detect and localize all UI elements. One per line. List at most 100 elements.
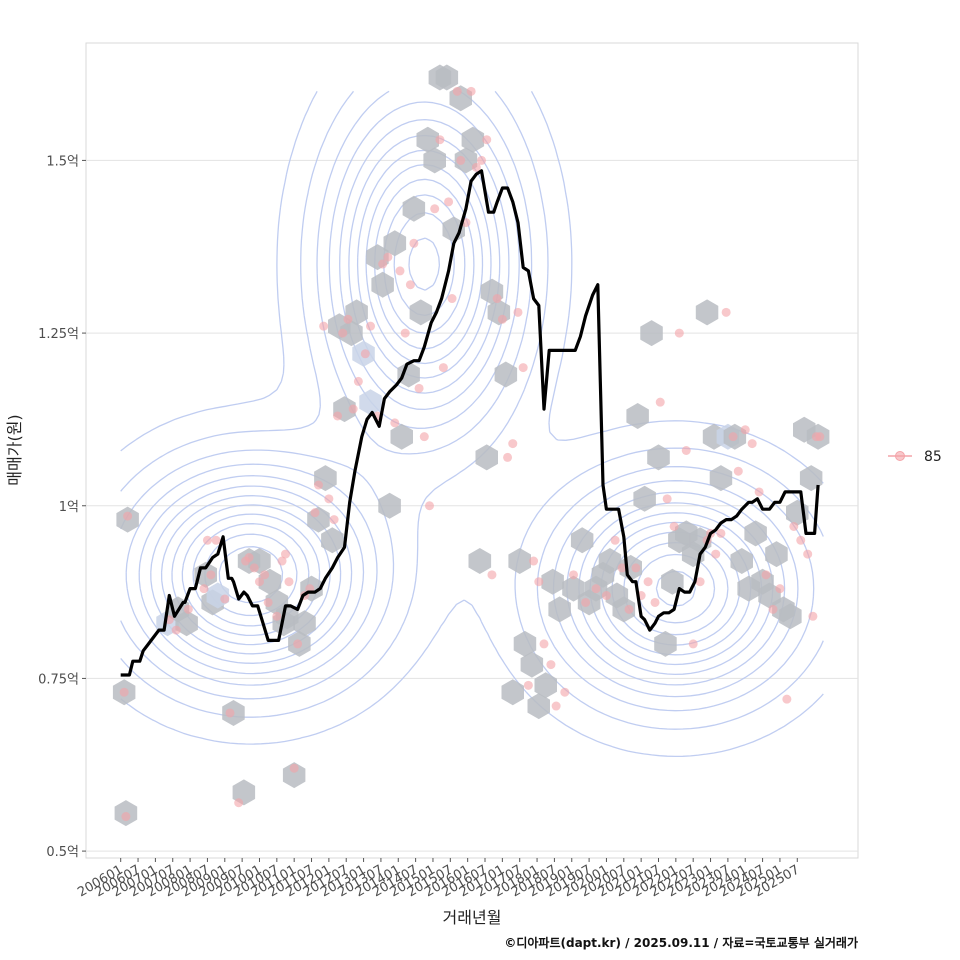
- data-point: [260, 570, 270, 580]
- hexbin: [390, 423, 413, 450]
- hexbin: [730, 548, 753, 574]
- y-axis-title: 매매가(원): [5, 414, 24, 485]
- data-point: [650, 597, 660, 607]
- trend-line: [120, 169, 820, 677]
- data-point: [249, 563, 259, 573]
- data-point: [211, 535, 221, 545]
- data-point: [353, 376, 363, 386]
- data-point: [740, 425, 750, 435]
- scatter-points: [119, 86, 825, 822]
- data-point: [424, 501, 434, 511]
- hexbin: [513, 630, 537, 657]
- data-point: [430, 204, 440, 214]
- data-point: [775, 584, 785, 594]
- hexbin: [520, 651, 544, 678]
- hexbin: [416, 126, 439, 153]
- caption: ©디아파트(dapt.kr) / 2025.09.11 / 자료=국토교통부 실…: [504, 935, 858, 950]
- data-point: [202, 535, 212, 545]
- data-point: [293, 639, 303, 649]
- data-point: [617, 563, 627, 573]
- data-point: [761, 570, 771, 580]
- data-point: [487, 570, 497, 580]
- data-point: [728, 432, 738, 442]
- data-point: [681, 446, 691, 455]
- data-point: [803, 549, 813, 559]
- data-point: [272, 611, 282, 621]
- data-point: [206, 570, 216, 580]
- hexbin: [282, 762, 306, 789]
- data-point: [366, 321, 376, 331]
- data-point: [529, 556, 539, 566]
- data-point: [313, 480, 323, 490]
- data-point: [655, 397, 665, 407]
- x-axis-title: 거래년월: [443, 908, 502, 927]
- y-axis: 0.5억 0.75억 1억 1.25억 1.5억: [38, 154, 86, 860]
- hexbin: [501, 679, 524, 706]
- data-point: [444, 197, 454, 207]
- hexbin: [468, 548, 492, 574]
- hexbin: [461, 126, 485, 153]
- hexbin: [779, 603, 802, 630]
- hexbin: [475, 444, 498, 471]
- data-point: [796, 535, 806, 545]
- data-point: [518, 363, 528, 373]
- data-point: [289, 763, 299, 773]
- data-point: [438, 363, 448, 373]
- hexbin: [409, 299, 433, 326]
- data-point: [539, 639, 549, 649]
- data-point: [482, 135, 492, 145]
- data-point: [591, 584, 601, 594]
- hexbin: [175, 610, 198, 637]
- hexbin: [799, 465, 823, 492]
- data-point: [815, 432, 825, 442]
- data-point: [329, 515, 339, 525]
- data-point: [466, 86, 476, 96]
- hexbin-layer: [112, 64, 830, 827]
- data-point: [560, 687, 570, 697]
- data-point: [199, 584, 209, 594]
- data-point: [234, 798, 244, 808]
- hexbin: [494, 361, 518, 388]
- data-point: [643, 577, 653, 587]
- data-point: [395, 266, 405, 276]
- hexbin: [709, 465, 733, 492]
- data-point: [225, 708, 235, 718]
- data-point: [435, 135, 445, 145]
- hexbin: [340, 320, 363, 347]
- plot-panel: [85, 42, 859, 859]
- data-point: [601, 591, 611, 601]
- data-point: [471, 162, 481, 172]
- hexbin: [423, 147, 446, 174]
- data-point: [281, 549, 291, 559]
- data-point: [171, 625, 181, 635]
- data-point: [254, 577, 264, 587]
- data-point: [360, 349, 370, 359]
- hexbin: [527, 693, 550, 720]
- data-point: [324, 494, 334, 504]
- data-point: [477, 155, 487, 165]
- hexbin: [508, 548, 531, 574]
- data-point: [789, 521, 799, 531]
- data-point: [183, 604, 193, 614]
- data-point: [808, 611, 818, 621]
- data-point: [319, 321, 329, 331]
- data-point: [492, 294, 502, 304]
- data-point: [348, 404, 358, 414]
- data-point: [220, 594, 230, 604]
- hexbin: [293, 610, 316, 637]
- data-point: [447, 294, 457, 304]
- data-point: [733, 466, 743, 476]
- data-point: [383, 252, 393, 262]
- hexbin: [612, 596, 636, 623]
- data-point: [419, 432, 429, 442]
- data-point: [568, 570, 578, 580]
- y-tick-label: 1.25억: [38, 327, 79, 342]
- hexbin: [640, 320, 663, 347]
- legend-point: [895, 451, 905, 461]
- data-point: [390, 418, 400, 428]
- hexbin: [371, 271, 394, 298]
- data-point: [452, 86, 462, 96]
- data-point: [782, 694, 792, 704]
- data-point: [674, 328, 684, 338]
